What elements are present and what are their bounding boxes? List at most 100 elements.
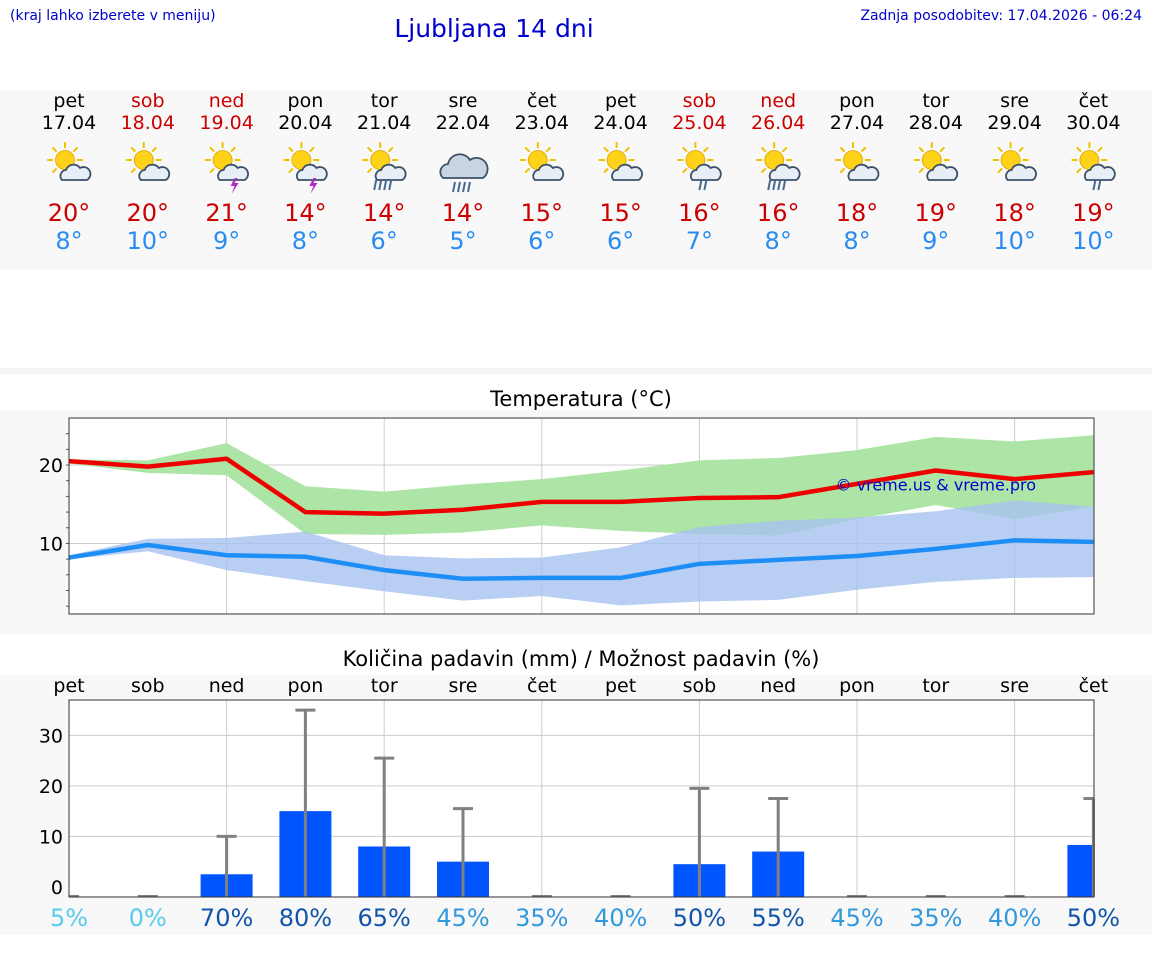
daily-forecast: pet17.0420°8°sob18.0420°10°ned19.0421°9°… [42, 90, 1121, 255]
y-tick-label: 0 [51, 877, 63, 899]
y-tick-label: 20 [39, 455, 63, 477]
y-tick-label: 30 [39, 725, 63, 747]
sun-cloud-icon [519, 141, 565, 181]
min-temperature: 8° [55, 227, 82, 255]
max-temperature: 16° [678, 199, 721, 227]
max-temperature: 20° [48, 199, 91, 227]
day-name: pet [53, 90, 84, 112]
day-date: 23.04 [515, 112, 569, 134]
precipitation-probability: 40% [988, 904, 1041, 932]
day-name: pon [288, 90, 324, 112]
day-date: 18.04 [121, 112, 175, 134]
cloud-rain-icon [439, 153, 489, 193]
rain-drop [782, 179, 787, 191]
precip-day-label: sob [131, 675, 165, 697]
sun-cloud-rain-icon [1071, 141, 1116, 191]
max-temperature: 21° [205, 199, 248, 227]
daily-forecast-strip [0, 90, 1152, 270]
day-name: tor [371, 90, 398, 112]
day-date: 29.04 [987, 112, 1041, 134]
precip-day-label: pet [53, 675, 84, 697]
max-temperature: 19° [915, 199, 958, 227]
precipitation-probability: 5% [50, 904, 88, 932]
rain-drop [467, 181, 471, 193]
precipitation-probability: 45% [830, 904, 883, 932]
sun-cloud-icon [598, 141, 643, 181]
min-temperature-range-band [69, 500, 1094, 606]
day-date: 27.04 [830, 112, 884, 134]
lightning-bolt [230, 178, 239, 194]
max-temperature: 14° [284, 199, 327, 227]
rain-drop [388, 179, 393, 191]
precip-day-label: tor [371, 675, 398, 697]
day-name: tor [922, 90, 949, 112]
day-date: 20.04 [278, 112, 332, 134]
min-temperature: 10° [993, 227, 1036, 255]
day-name: sre [449, 90, 478, 112]
precipitation-probability: 55% [752, 904, 805, 932]
rain-drop [452, 181, 456, 193]
min-temperature: 8° [292, 227, 319, 255]
sun-cloud-icon [46, 141, 92, 181]
last-updated: Zadnja posodobitev: 17.04.2026 - 06:24 [860, 8, 1142, 24]
precipitation-probability: 65% [358, 904, 411, 932]
y-tick-label: 10 [39, 826, 63, 848]
rain-drop [767, 179, 772, 191]
max-temperature: 18° [836, 199, 879, 227]
rain-drop [703, 179, 708, 191]
precipitation-probability: 35% [515, 904, 568, 932]
temperature-chart-title: Temperatura (°C) [490, 387, 672, 411]
min-temperature: 9° [213, 227, 240, 255]
day-date: 30.04 [1066, 112, 1120, 134]
city-menu-hint[interactable]: (kraj lahko izberete v meniju) [10, 8, 216, 24]
sun-cloud-thunder-icon [283, 141, 328, 194]
sun-cloud-icon [125, 141, 171, 181]
day-name: ned [209, 90, 245, 112]
sun-cloud-icon [834, 141, 880, 181]
y-tick-label: 10 [39, 533, 63, 555]
precipitation-probability: 50% [673, 904, 726, 932]
precip-day-label: čet [1079, 675, 1109, 697]
plot-area [69, 700, 1094, 897]
precip-day-label: sob [683, 675, 717, 697]
y-tick-label: 20 [39, 776, 63, 798]
min-temperature-line [68, 538, 1094, 581]
min-temperature: 7° [686, 227, 713, 255]
day-date: 21.04 [357, 112, 411, 134]
min-temperature: 8° [843, 227, 870, 255]
day-date: 19.04 [199, 112, 253, 134]
plot-border [68, 699, 1095, 898]
page-title: Ljubljana 14 dni [394, 14, 594, 43]
min-temperature: 6° [371, 227, 398, 255]
rain-drop [457, 181, 461, 193]
precipitation-probability: 0% [129, 904, 167, 932]
lightning-bolt [309, 178, 318, 194]
rain-drop [378, 179, 383, 191]
day-name: čet [1079, 90, 1109, 112]
day-date: 24.04 [593, 112, 647, 134]
max-temperature: 15° [599, 199, 642, 227]
max-temperature-line [68, 456, 1094, 516]
precip-day-label: pon [288, 675, 324, 697]
day-name: pet [605, 90, 636, 112]
sun-cloud-heavy-rain-icon [756, 141, 801, 191]
day-name: sob [131, 90, 165, 112]
sun-cloud-heavy-rain-icon [362, 141, 407, 191]
min-temperature: 6° [528, 227, 555, 255]
rain-drop [772, 179, 777, 191]
rain-drop [1092, 179, 1097, 191]
day-date: 22.04 [436, 112, 490, 134]
separator [0, 368, 1152, 374]
day-name: čet [527, 90, 557, 112]
precip-day-label: tor [922, 675, 949, 697]
sun-cloud-icon [913, 141, 959, 181]
precipitation-probability: 70% [200, 904, 253, 932]
